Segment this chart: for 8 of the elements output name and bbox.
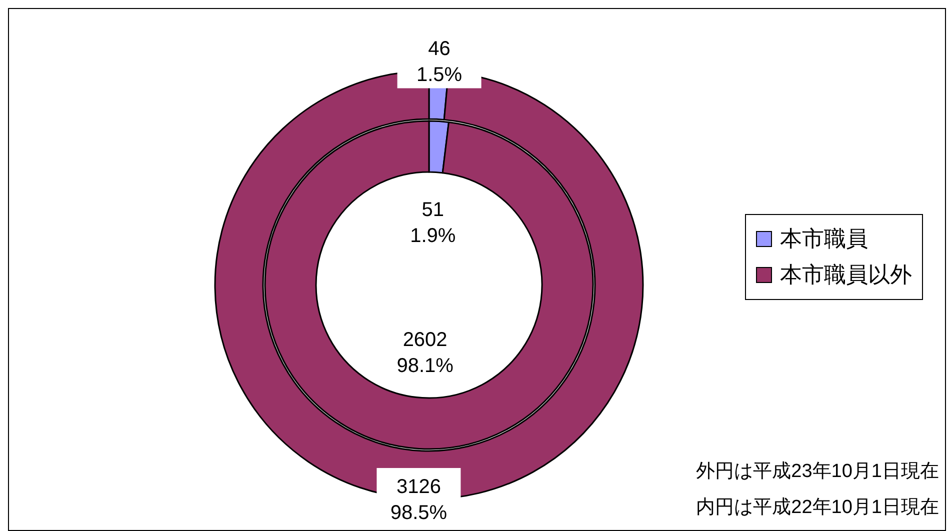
text: 外円は平成23年10月1日現在 — [696, 460, 939, 484]
data-label: 51 1.9% — [410, 199, 456, 248]
data-label: 46 1.5% — [416, 38, 462, 86]
legend-label: 本市職員以外 — [780, 261, 912, 289]
data-label: 2602 98.1% — [396, 328, 454, 377]
text: 内円は平成22年10月1日現在 — [696, 496, 939, 520]
data-label: 3126 98.5% — [390, 476, 448, 524]
legend-label: 本市職員 — [780, 225, 868, 253]
